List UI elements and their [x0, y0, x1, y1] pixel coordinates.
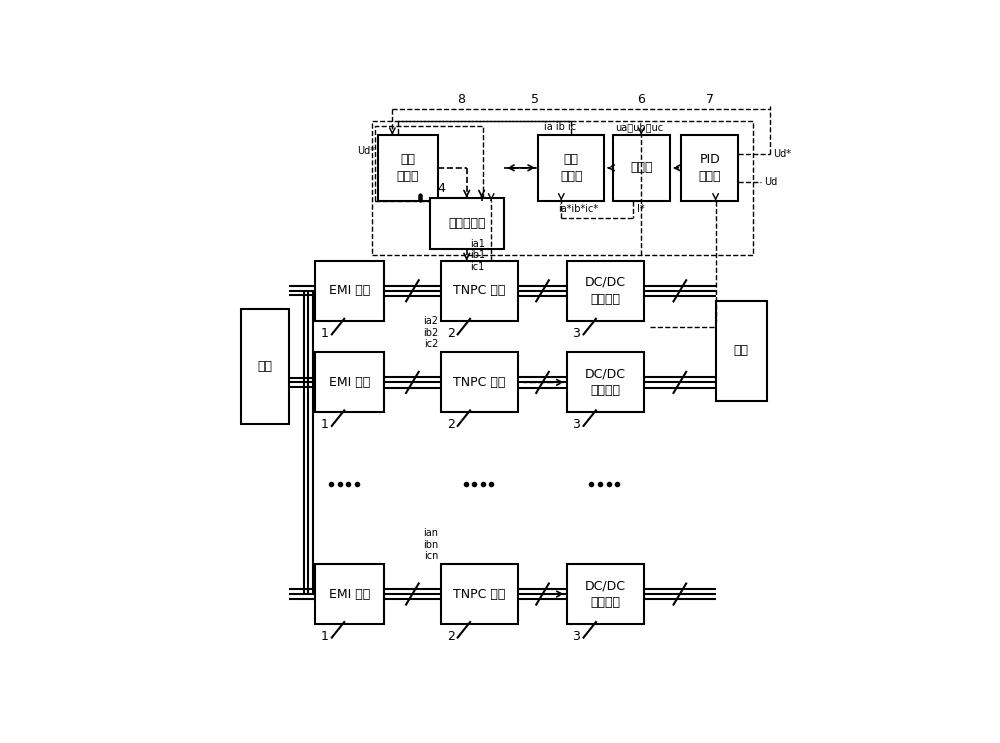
- Bar: [375, 126, 483, 201]
- Text: 1: 1: [321, 630, 329, 643]
- Text: 4: 4: [437, 182, 445, 195]
- Text: ian
ibn
icn: ian ibn icn: [423, 528, 438, 561]
- Text: TNPC 电路: TNPC 电路: [453, 588, 506, 600]
- Text: I*: I*: [637, 204, 645, 213]
- Text: DC/DC
变换电路: DC/DC 变换电路: [585, 579, 626, 609]
- Bar: [681, 135, 738, 201]
- Bar: [567, 564, 644, 624]
- Text: DC/DC
变换电路: DC/DC 变换电路: [585, 276, 626, 306]
- Text: Ud: Ud: [764, 177, 777, 187]
- Text: 3: 3: [573, 418, 580, 431]
- Text: EMI 滤波: EMI 滤波: [329, 376, 370, 389]
- Bar: [315, 564, 384, 624]
- Text: ic1: ic1: [470, 262, 484, 271]
- Bar: [567, 352, 644, 412]
- Text: 负载: 负载: [734, 345, 749, 357]
- Bar: [378, 135, 438, 201]
- Text: Ud*: Ud*: [773, 149, 791, 158]
- Text: PID
控制器: PID 控制器: [699, 153, 721, 183]
- Bar: [716, 301, 767, 401]
- Text: EMI 滤波: EMI 滤波: [329, 588, 370, 600]
- Text: Ud*: Ud*: [357, 146, 375, 156]
- Text: 5: 5: [531, 94, 539, 106]
- Text: ua、ub、uc: ua、ub、uc: [615, 122, 664, 132]
- Text: ia ib ic: ia ib ic: [544, 122, 576, 132]
- Text: ia*ib*ic*: ia*ib*ic*: [558, 204, 599, 213]
- Bar: [430, 198, 504, 250]
- Text: 3: 3: [573, 327, 580, 340]
- Text: 电网: 电网: [258, 360, 273, 373]
- Text: 1: 1: [321, 418, 329, 431]
- Bar: [315, 352, 384, 412]
- Bar: [241, 309, 289, 424]
- Text: 环流
控制器: 环流 控制器: [397, 153, 419, 183]
- Text: 乘法器: 乘法器: [630, 161, 652, 175]
- Bar: [441, 261, 518, 321]
- Text: 2: 2: [447, 327, 455, 340]
- Text: 2: 2: [447, 630, 455, 643]
- Bar: [538, 135, 604, 201]
- Bar: [567, 261, 644, 321]
- Text: 6: 6: [637, 94, 645, 106]
- Bar: [441, 564, 518, 624]
- Text: TNPC 电路: TNPC 电路: [453, 285, 506, 297]
- Text: 3: 3: [573, 630, 580, 643]
- Text: 2: 2: [447, 418, 455, 431]
- Text: 8: 8: [457, 94, 465, 106]
- Bar: [441, 352, 518, 412]
- Text: ia1: ia1: [470, 239, 485, 249]
- Text: DC/DC
变换电路: DC/DC 变换电路: [585, 367, 626, 398]
- Text: 死区控制器: 死区控制器: [448, 217, 485, 230]
- Bar: [372, 120, 753, 255]
- Text: 1: 1: [321, 327, 329, 340]
- Text: ib1: ib1: [470, 250, 485, 260]
- Text: TNPC 电路: TNPC 电路: [453, 376, 506, 389]
- Text: EMI 滤波: EMI 滤波: [329, 285, 370, 297]
- Text: ia2
ib2
ic2: ia2 ib2 ic2: [423, 317, 438, 349]
- Text: 滨环
比较器: 滨环 比较器: [560, 153, 582, 183]
- Text: 7: 7: [706, 94, 714, 106]
- Bar: [315, 261, 384, 321]
- Bar: [613, 135, 670, 201]
